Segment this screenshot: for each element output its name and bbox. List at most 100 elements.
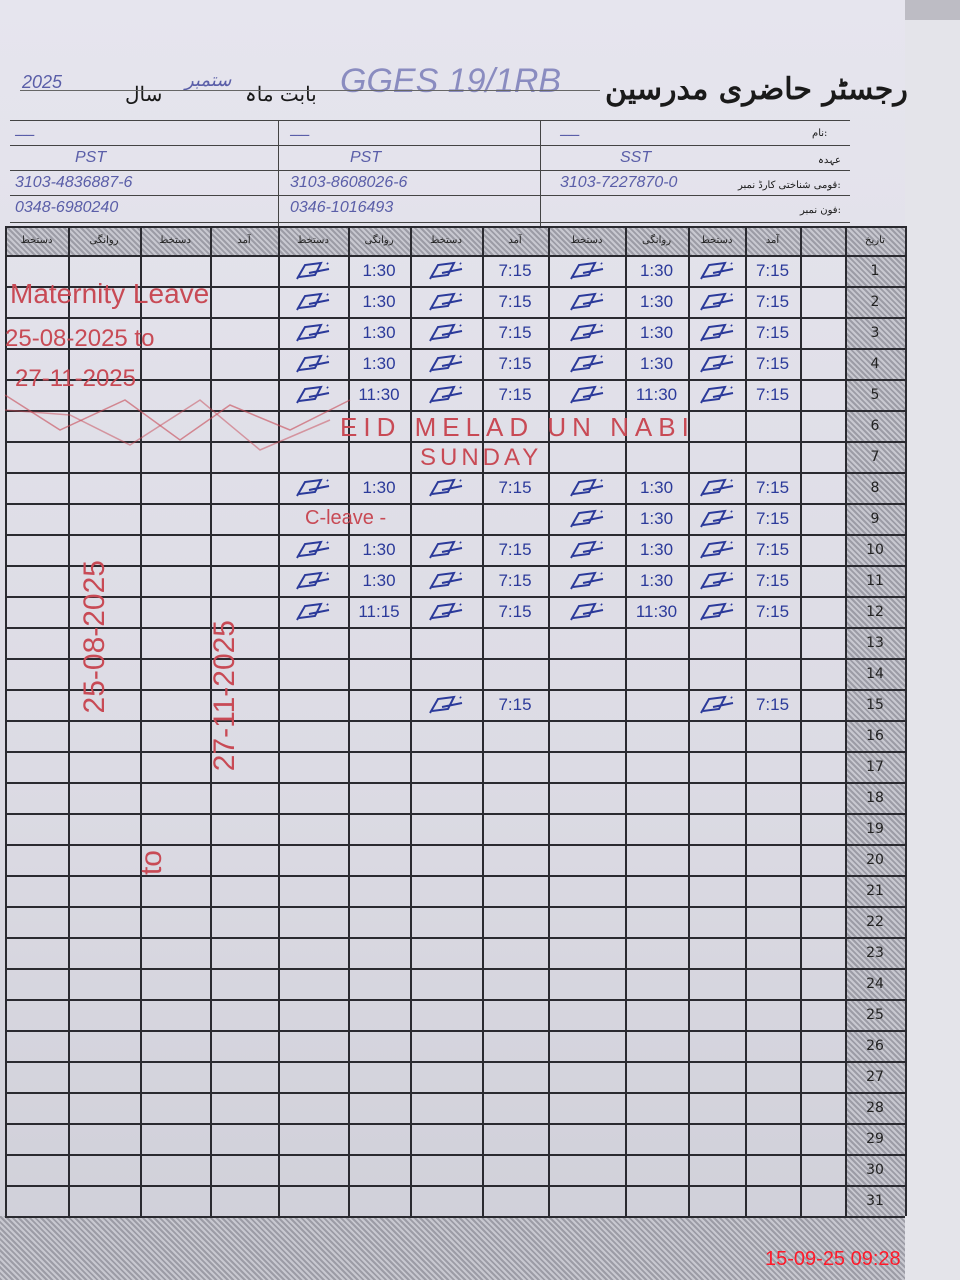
teacher-designation: SST (620, 149, 652, 166)
day-number: 14 (866, 665, 884, 682)
arrival-time: 7:15 (498, 291, 532, 311)
signature-icon (410, 472, 482, 503)
arrival-time: 7:15 (498, 260, 532, 280)
column-header-signature: دستخط (700, 235, 733, 246)
arrival-time: 7:15 (755, 291, 790, 311)
row-rule (5, 720, 905, 722)
signature-icon (410, 317, 482, 348)
info-divider (540, 120, 541, 226)
arrival-time: 7:15 (755, 384, 790, 404)
arrival-time: 7:15 (498, 601, 532, 621)
info-divider (278, 120, 279, 226)
row-rule (5, 751, 905, 753)
signature-icon (410, 534, 482, 565)
column-header-departure: روانگی (364, 235, 394, 246)
signature-icon (278, 596, 348, 627)
arrival-time: 7:15 (498, 694, 532, 714)
vertical-to-word: to (135, 850, 168, 876)
day-number: 11 (866, 572, 884, 589)
signature-icon (548, 596, 625, 627)
column-header-signature: دستخط (570, 235, 603, 246)
signature-icon (688, 534, 745, 565)
day-number: 25 (866, 1006, 884, 1023)
signature-icon (688, 379, 745, 410)
arrival-time: 7:15 (498, 570, 532, 590)
departure-time: 1:30 (362, 260, 396, 280)
signature-icon (548, 534, 625, 565)
column-rule (68, 226, 70, 1216)
row-rule (5, 658, 905, 660)
row-rule (5, 1154, 905, 1156)
arrival-time: 7:15 (755, 539, 790, 559)
teacher-designation: PST (350, 149, 382, 166)
row-rule (5, 627, 905, 629)
row-rule (5, 410, 905, 412)
column-rule (410, 226, 412, 1216)
departure-time: 1:30 (362, 539, 396, 559)
departure-time: 1:30 (362, 322, 396, 342)
day-number: 19 (866, 820, 884, 837)
header-rule (5, 226, 905, 228)
row-rule (5, 813, 905, 815)
column-rule (210, 226, 212, 1216)
footer-band (0, 1216, 905, 1280)
day-number: 15 (866, 696, 884, 713)
row-rule (5, 999, 905, 1001)
row-rule (5, 596, 905, 598)
teacher-name: ـــــ (560, 124, 580, 139)
day-number: 9 (870, 510, 880, 527)
day-number: 13 (866, 634, 884, 651)
signature-icon (278, 534, 348, 565)
arrival-time: 7:15 (498, 384, 532, 404)
month-value: ستمبر (185, 70, 232, 90)
info-rule (10, 195, 850, 196)
column-header-departure: روانگی (89, 235, 119, 246)
holiday-note: EID MELAD UN NABI (340, 412, 695, 442)
signature-icon (688, 565, 745, 596)
arrival-time: 7:15 (755, 353, 790, 373)
day-number: 28 (866, 1099, 884, 1116)
departure-time: 1:30 (639, 539, 674, 559)
departure-time: 1:30 (362, 570, 396, 590)
departure-time: 1:30 (639, 508, 674, 528)
departure-time: 1:30 (639, 477, 674, 497)
day-number: 20 (866, 851, 884, 868)
column-rule (905, 226, 907, 1216)
teacher-cnic: 3103-7227870-0 (560, 174, 678, 191)
signature-icon (278, 565, 348, 596)
day-number: 10 (866, 541, 884, 558)
column-header-arrival: آمد (765, 235, 780, 246)
column-header-departure: روانگی (641, 235, 672, 246)
departure-time: 1:30 (639, 570, 674, 590)
row-rule (5, 472, 905, 474)
info-rule (10, 222, 850, 223)
arrival-time: 7:15 (498, 477, 532, 497)
vertical-to-note: 27-11-2025 (208, 620, 241, 772)
row-rule (5, 565, 905, 567)
row-rule (5, 906, 905, 908)
departure-time: 1:30 (362, 291, 396, 311)
signature-icon (278, 255, 348, 286)
day-number: 31 (866, 1192, 884, 1209)
column-header-signature: دستخط (20, 235, 53, 246)
info-rule (10, 145, 850, 146)
row-rule (5, 255, 905, 257)
signature-icon (548, 503, 625, 534)
row-rule (5, 1030, 905, 1032)
departure-time: 11:15 (358, 601, 400, 621)
date-column-band (845, 255, 905, 1216)
column-rule (688, 226, 690, 1216)
signature-icon (688, 317, 745, 348)
c-leave-note: C-leave - (305, 507, 387, 529)
arrival-time: 7:15 (755, 260, 790, 280)
column-rule (348, 226, 350, 1216)
signature-icon (410, 565, 482, 596)
register-title: رجسٹر حاضری مدرسین (605, 72, 908, 107)
column-header-arrival: آمد (237, 235, 251, 246)
departure-time: 1:30 (639, 353, 674, 373)
row-rule (5, 317, 905, 319)
day-number: 6 (870, 417, 880, 434)
signature-icon (548, 255, 625, 286)
red-strike-lines (4, 394, 351, 451)
row-rule (5, 348, 905, 350)
